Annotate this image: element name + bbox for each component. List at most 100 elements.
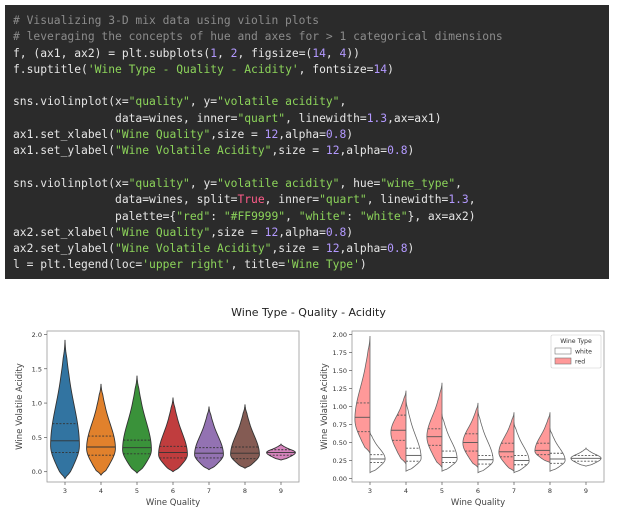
code-token: 1 xyxy=(210,46,218,60)
figure-suptitle: Wine Type - Quality - Acidity xyxy=(231,306,386,319)
code-token: ax2.set_xlabel( xyxy=(13,225,116,239)
code-token: 12 xyxy=(325,242,340,256)
violin-5 xyxy=(122,375,152,474)
code-line: # leveraging the concepts of hue and axe… xyxy=(13,29,601,45)
code-token: 12 xyxy=(264,128,279,142)
code-line xyxy=(13,160,601,176)
code-token: 0.8 xyxy=(387,144,408,158)
x-tick-label: 5 xyxy=(135,487,139,495)
y-tick-label: 2.0 xyxy=(32,331,42,339)
code-token: "Wine Quality" xyxy=(115,128,211,142)
code-line: data=wines, split=True, inner="quart", l… xyxy=(13,192,601,208)
code-token: ,alpha= xyxy=(339,242,388,256)
code-token: , figsize=( xyxy=(237,46,313,60)
left-violin-plot: 0.0 0.5 1.0 1.5 2.0 3 4 5 6 7 8 9 Wine Quality Wine V… xyxy=(15,330,300,508)
code-token: 'Wine Type - Quality - Acidity' xyxy=(87,62,299,76)
code-token: ,alpha= xyxy=(339,144,388,158)
code-token: ,size = xyxy=(271,242,326,256)
x-tick-label: 4 xyxy=(404,487,408,495)
code-token: , hue= xyxy=(339,176,381,190)
code-token: ) xyxy=(407,144,415,158)
code-line: ax1.set_ylabel("Wine Volatile Acidity",s… xyxy=(13,143,601,159)
code-token: , xyxy=(285,209,299,223)
code-token: sns.violinplot(x= xyxy=(13,176,129,190)
violin-white-8 xyxy=(549,428,566,472)
code-token: , inner= xyxy=(264,193,320,207)
code-token: ) xyxy=(359,258,367,272)
code-token: # Visualizing 3-D mix data using violin … xyxy=(13,14,320,27)
code-token: , xyxy=(217,46,231,60)
x-tick-label: 3 xyxy=(63,487,67,495)
x-tick-label: 7 xyxy=(207,487,211,495)
code-line: ax2.set_xlabel("Wine Quality",size = 12,… xyxy=(13,225,601,241)
legend-label-red: red xyxy=(575,359,585,366)
code-token: , y= xyxy=(189,176,218,190)
code-token: "Wine Quality" xyxy=(115,225,211,239)
y-tick-label: 0.75 xyxy=(333,421,347,429)
code-token: 1.3 xyxy=(448,193,469,207)
x-tick-label: 8 xyxy=(548,487,552,495)
code-token: ) xyxy=(387,62,394,76)
code-token: "Wine Volatile Acidity" xyxy=(115,144,272,158)
code-token: "red" xyxy=(176,209,211,223)
violin-red-7 xyxy=(498,412,515,473)
code-token: "quality" xyxy=(128,95,190,109)
x-tick-label: 9 xyxy=(279,487,283,495)
x-tick-label: 6 xyxy=(171,487,175,495)
code-cell[interactable]: # Visualizing 3-D mix data using violin … xyxy=(5,5,609,279)
code-token: ,ax=ax1) xyxy=(387,111,442,125)
axes-frame xyxy=(351,330,605,483)
violin-white-9 xyxy=(570,447,602,467)
code-token: True xyxy=(237,193,265,207)
code-token: , title= xyxy=(230,258,286,272)
code-token: 0.8 xyxy=(325,225,347,239)
code-token: : xyxy=(210,209,224,223)
code-line: l = plt.legend(loc='upper right', title=… xyxy=(13,257,601,273)
code-token: palette={ xyxy=(13,209,177,223)
x-axis-label: Wine Quality xyxy=(451,498,505,508)
y-axis-label: Wine Volatile Acidity xyxy=(15,363,25,450)
code-token: "quart" xyxy=(237,111,286,125)
violin-red-6 xyxy=(462,402,479,469)
code-token: 'upper right' xyxy=(142,258,231,272)
x-tick-label: 3 xyxy=(368,487,372,495)
code-token: # leveraging the concepts of hue and axe… xyxy=(13,30,503,44)
code-token: ) xyxy=(346,128,354,142)
violin-6 xyxy=(158,397,188,473)
code-line: sns.violinplot(x="quality", y="volatile … xyxy=(13,176,601,192)
code-line: sns.violinplot(x="quality", y="volatile … xyxy=(13,94,601,110)
violin-red-3 xyxy=(354,336,371,455)
legend-swatch-red xyxy=(554,357,572,365)
axes-frame xyxy=(46,330,300,483)
code-token: "wine_type" xyxy=(380,176,456,190)
violin-8 xyxy=(230,404,260,469)
x-tick-label: 5 xyxy=(440,487,444,495)
code-token: "volatile acidity" xyxy=(217,95,340,109)
code-token: l = plt.legend(loc= xyxy=(13,258,143,272)
code-token: f, (ax1, ax2) = plt.subplots( xyxy=(13,46,211,60)
code-token: 12 xyxy=(325,144,340,158)
legend-title: Wine Type xyxy=(560,338,592,345)
code-line: # Visualizing 3-D mix data using violin … xyxy=(13,13,601,29)
code-token: 12 xyxy=(264,225,279,239)
x-tick-label: 8 xyxy=(243,487,247,495)
y-tick-label: 2.00 xyxy=(333,331,347,339)
code-token: ) xyxy=(346,225,354,239)
code-line: f.suptitle('Wine Type - Quality - Acidit… xyxy=(13,62,601,78)
violin-9 xyxy=(266,443,296,461)
code-token: 2 xyxy=(230,46,238,60)
y-tick-label: 0.5 xyxy=(32,434,42,442)
code-token: , xyxy=(468,193,476,207)
code-token: "Wine Volatile Acidity" xyxy=(115,242,272,256)
code-token: "quart" xyxy=(319,193,367,207)
code-line: f, (ax1, ax2) = plt.subplots(1, 2, figsi… xyxy=(13,46,601,62)
violin-white-6 xyxy=(477,410,494,474)
legend-label-white: white xyxy=(575,349,592,356)
code-token: 14 xyxy=(312,46,326,60)
right-split-violin-plot: 0.00 0.25 0.50 0.75 1.00 1.25 1.50 1.75 2.00 3 4 5 6… xyxy=(320,330,605,508)
code-token: sns.violinplot(x= xyxy=(13,95,129,109)
code-token: ,size = xyxy=(210,128,265,142)
y-tick-label: 0.0 xyxy=(32,468,42,476)
code-token: , xyxy=(339,95,347,109)
x-tick-label: 6 xyxy=(476,487,480,495)
